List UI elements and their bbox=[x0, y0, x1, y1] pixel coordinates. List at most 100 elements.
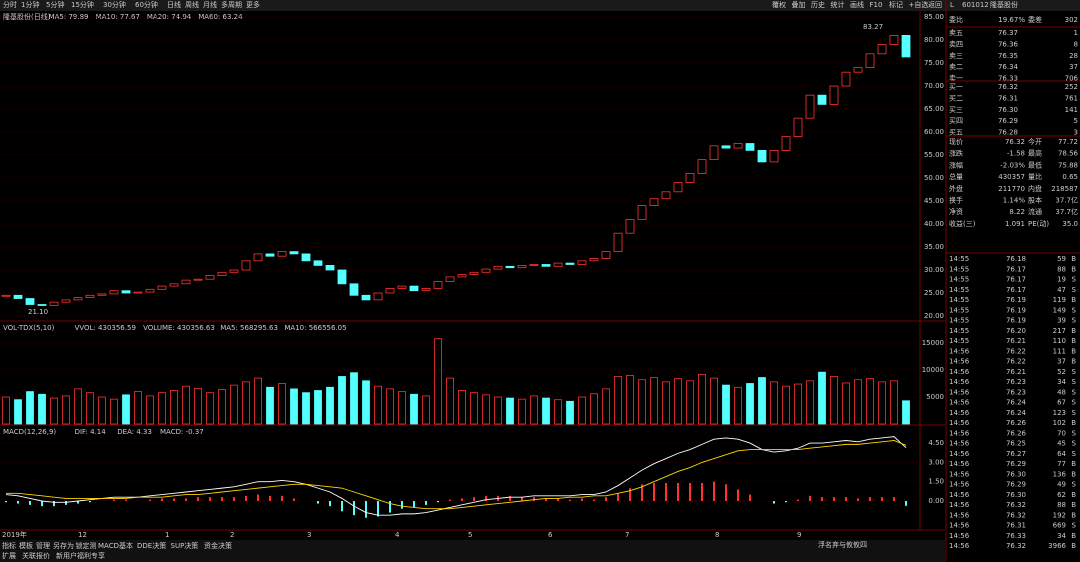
candle bbox=[601, 251, 611, 259]
price-tick-label: 40.00 bbox=[924, 220, 944, 228]
bottom-tab[interactable]: 锁定测 bbox=[76, 541, 97, 550]
volume-bar bbox=[530, 395, 538, 425]
trade-price: 76.23 bbox=[1006, 388, 1026, 396]
tool-tab[interactable]: 周线 bbox=[185, 0, 199, 9]
volume-bar bbox=[806, 380, 814, 425]
bottom-tab[interactable]: 资金决策 bbox=[204, 541, 232, 550]
tool-button[interactable]: 标记 bbox=[889, 0, 903, 9]
book-label: 卖四 bbox=[949, 40, 963, 48]
trade-volume: 59 bbox=[1057, 255, 1066, 263]
candle bbox=[109, 290, 119, 295]
volume-bar bbox=[410, 393, 418, 425]
trade-time: 14:56 bbox=[949, 470, 970, 478]
trade-price: 76.32 bbox=[1006, 511, 1026, 519]
tool-tab[interactable]: 月线 bbox=[203, 0, 217, 9]
volume-bar bbox=[242, 381, 250, 425]
volume-bar bbox=[74, 388, 82, 425]
trade-time: 14:56 bbox=[949, 368, 970, 376]
volume-bar bbox=[818, 371, 826, 425]
tool-button[interactable]: 叠加 bbox=[792, 0, 806, 9]
legend-item: VVOL: 430356.59 bbox=[75, 324, 136, 332]
candle bbox=[421, 287, 431, 292]
bottom-tab[interactable]: 新用户福利专享 bbox=[56, 551, 105, 560]
volume-bar bbox=[722, 384, 730, 425]
volume-bar bbox=[626, 374, 634, 425]
trade-time: 14:56 bbox=[949, 388, 970, 396]
tool-button[interactable]: 统计 bbox=[831, 0, 845, 9]
trade-price: 76.18 bbox=[1006, 255, 1026, 263]
tool-tab[interactable]: 30分钟 bbox=[103, 0, 126, 9]
trade-volume: 669 bbox=[1053, 522, 1066, 530]
bottom-tab[interactable]: SUP决策 bbox=[171, 541, 199, 550]
tool-tab[interactable]: 日线 bbox=[167, 0, 181, 9]
candle bbox=[61, 299, 71, 303]
macd-tick-label: 3.00 bbox=[928, 458, 944, 466]
tool-tab[interactable]: 5分钟 bbox=[46, 0, 64, 9]
trade-price: 76.20 bbox=[1006, 327, 1026, 335]
tool-tab[interactable]: 1分钟 bbox=[21, 0, 39, 9]
price-tick-label: 85.00 bbox=[924, 13, 944, 21]
tool-tab[interactable]: 60分钟 bbox=[135, 0, 158, 9]
tool-button[interactable]: 覆权 bbox=[772, 0, 786, 9]
volume-bar bbox=[686, 380, 694, 425]
volume-bar bbox=[650, 377, 658, 425]
trade-volume: 34 bbox=[1057, 532, 1066, 540]
tool-tab[interactable]: 分时 bbox=[3, 0, 17, 9]
tool-tab[interactable]: 多周期 bbox=[221, 0, 242, 9]
bottom-tab[interactable]: 扩展 bbox=[2, 551, 16, 560]
candle bbox=[745, 143, 755, 151]
trade-volume: 47 bbox=[1057, 286, 1066, 294]
trade-volume: 49 bbox=[1057, 481, 1066, 489]
price-tick-label: 45.00 bbox=[924, 197, 944, 205]
volume-bar bbox=[854, 379, 862, 425]
bottom-tab[interactable]: DDE决策 bbox=[137, 541, 166, 550]
bottom-tab[interactable]: 关联报价 bbox=[22, 551, 50, 560]
candle bbox=[409, 285, 419, 292]
candle bbox=[649, 198, 659, 206]
volume-bar bbox=[266, 386, 274, 425]
trade-time: 14:56 bbox=[949, 542, 970, 550]
book-label: 买一 bbox=[949, 83, 963, 91]
candle bbox=[205, 275, 215, 280]
book-price: 76.30 bbox=[998, 106, 1018, 114]
book-price: 76.29 bbox=[998, 117, 1018, 125]
tool-button[interactable]: 返回 bbox=[928, 1, 942, 9]
tool-button[interactable]: F10 bbox=[870, 1, 883, 9]
candle bbox=[301, 253, 311, 262]
volume-bar bbox=[638, 379, 646, 425]
book-label: 卖二 bbox=[949, 63, 963, 71]
bottom-tab[interactable]: 模板 bbox=[19, 541, 33, 550]
volume-bar bbox=[314, 390, 322, 425]
stock-name: 隆基股份 bbox=[990, 0, 1018, 9]
volume-bar bbox=[386, 388, 394, 425]
bottom-tab[interactable]: 另存为 bbox=[53, 541, 74, 550]
trade-price: 76.29 bbox=[1006, 460, 1026, 468]
date-label: 5 bbox=[468, 531, 472, 539]
tool-tab[interactable]: 更多 bbox=[246, 0, 260, 9]
tool-tab[interactable]: 15分钟 bbox=[71, 0, 94, 9]
trade-side: B bbox=[1071, 491, 1076, 499]
trade-volume: 70 bbox=[1057, 429, 1066, 437]
bottom-tab[interactable]: 指标 bbox=[2, 541, 16, 550]
tool-button[interactable]: +自选 bbox=[909, 0, 929, 9]
candle bbox=[733, 143, 743, 149]
trade-side: B bbox=[1071, 542, 1076, 550]
volume-bar bbox=[758, 377, 766, 425]
quote-label: 外盘 bbox=[949, 184, 963, 193]
dif-line bbox=[5, 436, 907, 516]
trade-side: S bbox=[1072, 286, 1077, 294]
candle bbox=[73, 297, 83, 301]
tool-button[interactable]: 历史 bbox=[811, 0, 825, 9]
candle bbox=[781, 136, 791, 151]
bottom-tab[interactable]: 管理 bbox=[36, 541, 50, 550]
candle bbox=[865, 53, 875, 68]
price-tick-label: 80.00 bbox=[924, 36, 944, 44]
bottom-tab[interactable]: MACD基本 bbox=[98, 541, 133, 550]
candle bbox=[397, 285, 407, 289]
tool-button[interactable]: 画线 bbox=[850, 0, 864, 9]
quote-value: 1.14% bbox=[1003, 197, 1026, 205]
legend-item: MA10: 77.67 bbox=[96, 13, 140, 21]
quote-label: 股本 bbox=[1028, 196, 1042, 205]
quote-value: 0.65 bbox=[1062, 173, 1078, 181]
volume-bar bbox=[482, 394, 490, 425]
